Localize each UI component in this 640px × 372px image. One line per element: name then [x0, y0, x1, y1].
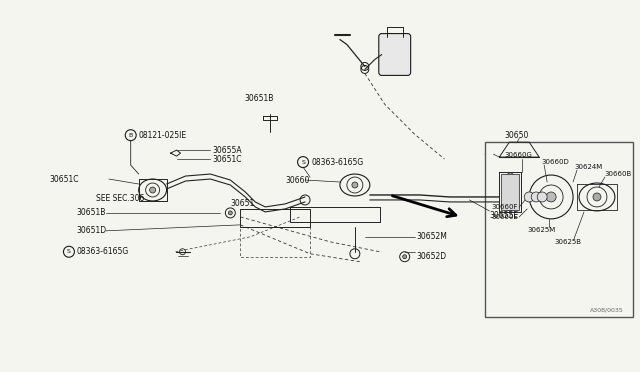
FancyBboxPatch shape — [379, 33, 411, 76]
FancyBboxPatch shape — [485, 142, 633, 317]
Text: S: S — [67, 249, 71, 254]
Text: 30651C: 30651C — [212, 155, 242, 164]
Text: S: S — [301, 160, 305, 164]
Text: 30652M: 30652M — [417, 232, 447, 241]
Text: 30651C: 30651C — [49, 174, 79, 183]
Text: 30660G: 30660G — [504, 152, 532, 158]
Text: 30651D: 30651D — [76, 226, 106, 235]
Text: 30655A: 30655A — [212, 145, 242, 155]
Circle shape — [593, 193, 601, 201]
Text: 30652D: 30652D — [417, 252, 447, 261]
Circle shape — [537, 192, 547, 202]
Text: 30625M: 30625M — [527, 227, 556, 233]
Text: 08363-6165G: 08363-6165G — [77, 247, 129, 256]
Text: 30651B: 30651B — [244, 94, 274, 103]
Circle shape — [531, 192, 541, 202]
Text: 30651B: 30651B — [76, 208, 106, 217]
Text: 08121-025IE: 08121-025IE — [139, 131, 187, 140]
Text: 30660B: 30660B — [604, 171, 631, 177]
Text: 30651: 30651 — [230, 199, 255, 208]
Circle shape — [546, 192, 556, 202]
Circle shape — [524, 192, 534, 202]
Text: 30660F: 30660F — [492, 204, 518, 210]
Circle shape — [150, 187, 156, 193]
Text: B: B — [129, 133, 133, 138]
Text: A308/0035: A308/0035 — [590, 307, 624, 312]
Circle shape — [352, 182, 358, 188]
Text: 30624M: 30624M — [574, 164, 602, 170]
Circle shape — [403, 255, 406, 259]
Text: SEE SEC.306: SEE SEC.306 — [96, 195, 144, 203]
Text: 30655E: 30655E — [490, 211, 518, 220]
Text: 30660D: 30660D — [541, 159, 569, 165]
Text: 30650: 30650 — [504, 131, 529, 140]
FancyBboxPatch shape — [501, 174, 519, 210]
Circle shape — [228, 211, 232, 215]
Text: 08363-6165G: 08363-6165G — [311, 158, 364, 167]
Text: 30625B: 30625B — [554, 239, 581, 245]
Text: 30660: 30660 — [285, 176, 310, 185]
Text: 30660E: 30660E — [492, 214, 518, 220]
